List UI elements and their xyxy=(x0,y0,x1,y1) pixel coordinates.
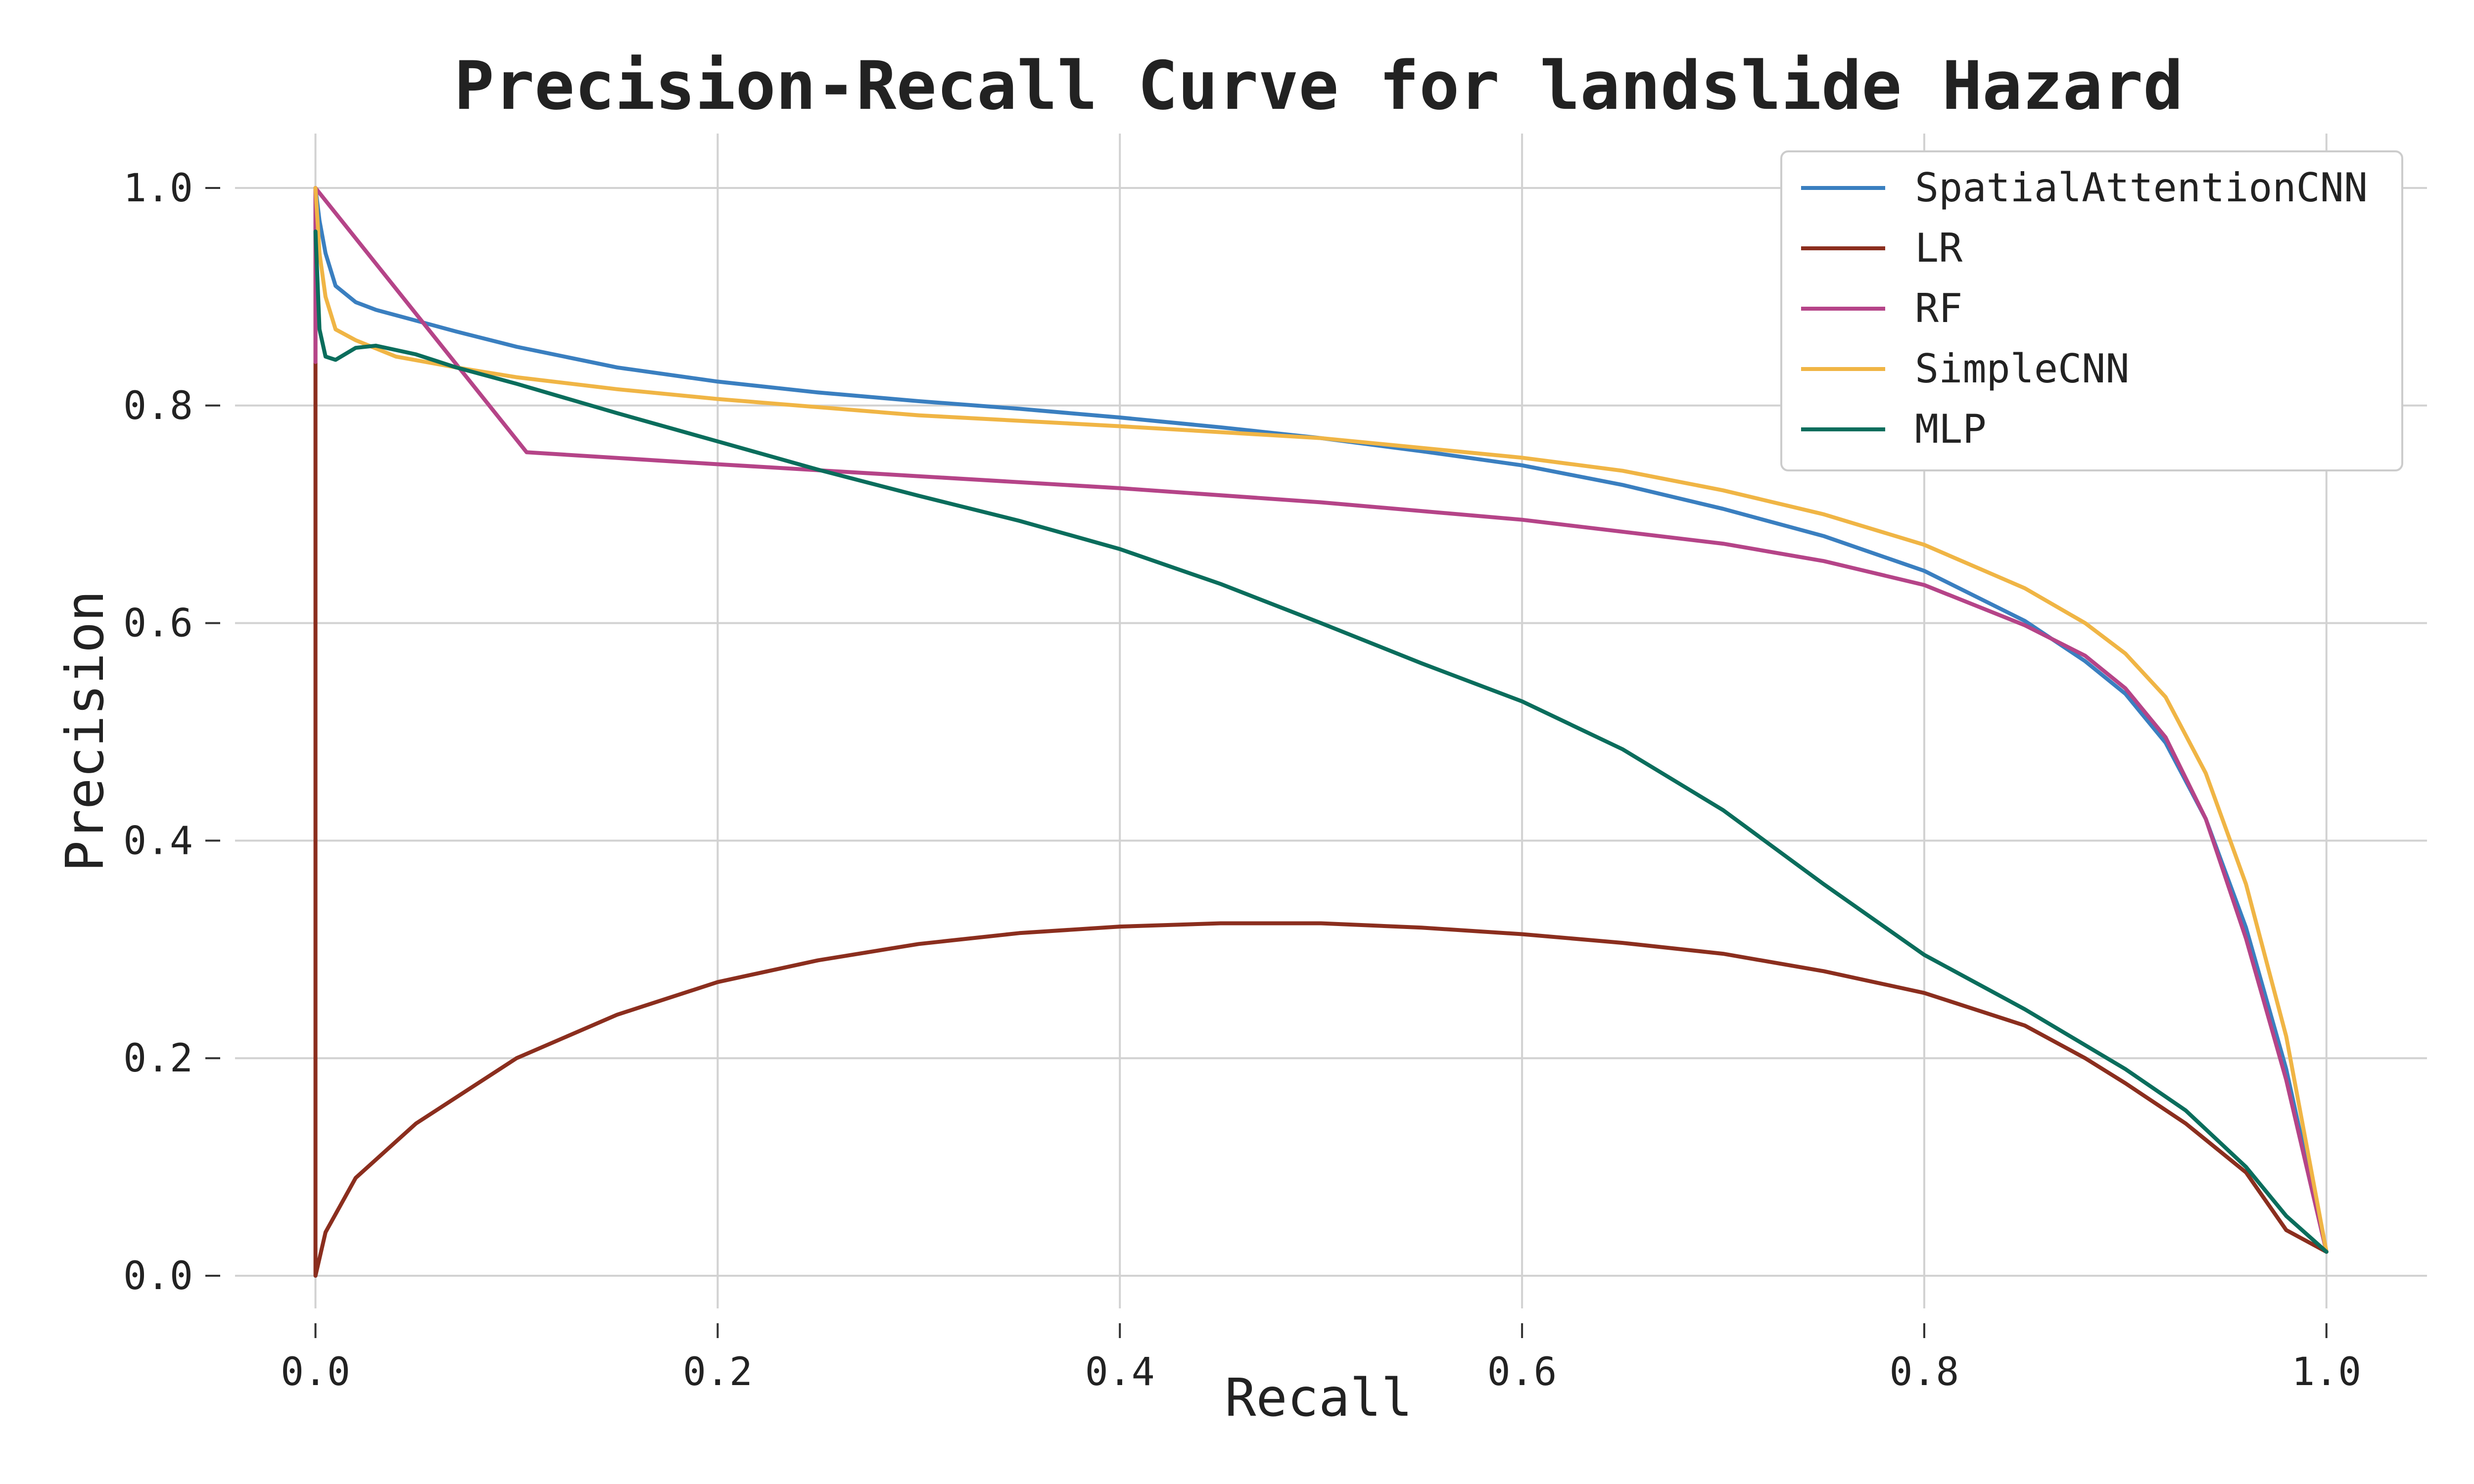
series-line-mlp xyxy=(313,229,2329,1254)
y-tick-label: 0.4 xyxy=(123,819,193,863)
y-axis-label: Precision xyxy=(55,591,115,872)
y-tick-label: 0.8 xyxy=(123,384,193,428)
series-layer xyxy=(313,186,2329,1278)
y-tick-label: 0.2 xyxy=(123,1036,193,1081)
x-tick-label: 0.0 xyxy=(281,1350,350,1394)
series-line-spatialattentioncnn xyxy=(313,186,2329,1254)
x-tick-label: 1.0 xyxy=(2291,1350,2361,1394)
series-line-rf xyxy=(313,186,2329,1254)
x-tick-label: 0.8 xyxy=(1889,1350,1959,1394)
legend: SpatialAttentionCNN LR RF SimpleCNN MLP xyxy=(1780,150,2403,471)
y-tick-label: 0.0 xyxy=(123,1254,193,1298)
series-line-lr xyxy=(313,186,2329,1278)
chart-title: Precision-Recall Curve for landslide Haz… xyxy=(454,47,2184,125)
series-line-simplecnn xyxy=(313,186,2329,1254)
legend-label-mlp: MLP xyxy=(1915,406,1987,452)
legend-label-rf: RF xyxy=(1915,285,1962,331)
y-tick-label: 0.6 xyxy=(123,602,193,646)
x-tick-label: 0.6 xyxy=(1487,1350,1557,1394)
x-tick-label: 0.4 xyxy=(1085,1350,1155,1394)
x-tick-label: 0.2 xyxy=(683,1350,753,1394)
legend-label-simplecnn: SimpleCNN xyxy=(1915,346,2129,392)
legend-label-spatialattentioncnn: SpatialAttentionCNN xyxy=(1915,165,2368,211)
y-tick-label: 1.0 xyxy=(123,166,193,211)
legend-items: SpatialAttentionCNN LR RF SimpleCNN MLP xyxy=(1801,165,2368,452)
tick-layer: 0.0 0.2 0.4 0.6 0.8 1.0 0.0 0.2 0.4 0.6 0.8 1.0 xyxy=(123,166,2361,1394)
x-axis-label: Recall xyxy=(1225,1368,1412,1428)
legend-frame xyxy=(1780,150,2403,471)
legend-label-lr: LR xyxy=(1915,225,1963,271)
